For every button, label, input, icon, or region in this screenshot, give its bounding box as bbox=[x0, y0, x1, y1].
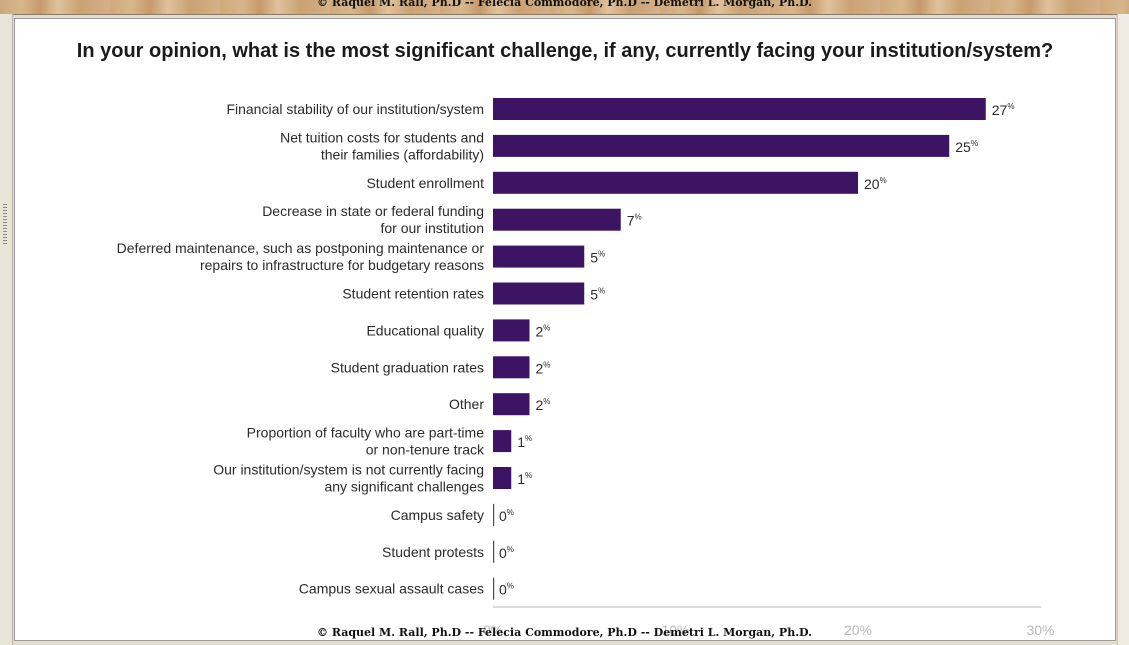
wood-banner bbox=[0, 0, 1129, 15]
value-label: 0% bbox=[499, 545, 514, 561]
bar bbox=[493, 134, 950, 157]
category-label: Financial stability of our institution/s… bbox=[226, 101, 484, 117]
chart-title: In your opinion, what is the most signif… bbox=[76, 40, 1054, 62]
resize-grip-icon[interactable] bbox=[3, 204, 7, 244]
x-tick-label: 10% bbox=[661, 622, 689, 638]
bar bbox=[493, 430, 512, 453]
category-label: Student graduation rates bbox=[331, 359, 484, 375]
category-label: Campus safety bbox=[391, 507, 484, 523]
category-label: Educational quality bbox=[366, 322, 484, 338]
header-copyright: © Raquel M. Rall, Ph.D -- Felecia Commod… bbox=[317, 0, 812, 9]
value-label: 20% bbox=[864, 176, 887, 192]
left-window-edge bbox=[0, 14, 13, 645]
bar bbox=[493, 356, 530, 379]
value-label: 5% bbox=[590, 287, 605, 303]
category-label: Student retention rates bbox=[342, 286, 484, 302]
value-label: 7% bbox=[627, 213, 642, 229]
x-tick-label: 20% bbox=[844, 622, 872, 638]
value-label: 0% bbox=[499, 508, 514, 524]
bar bbox=[493, 171, 858, 194]
value-label: 1% bbox=[517, 434, 532, 450]
category-label: Our institution/system is not currently … bbox=[213, 462, 484, 495]
x-tick-label: 0% bbox=[483, 622, 503, 638]
bar bbox=[493, 319, 530, 342]
value-label: 25% bbox=[955, 139, 978, 155]
category-label: Student protests bbox=[382, 544, 484, 560]
value-label: 0% bbox=[499, 582, 514, 598]
chart-panel bbox=[14, 18, 1116, 641]
value-label: 1% bbox=[517, 471, 532, 487]
category-label: Student enrollment bbox=[366, 175, 484, 191]
bar bbox=[493, 393, 530, 416]
bar-zero bbox=[493, 540, 495, 563]
bar bbox=[493, 467, 512, 489]
category-label: Proportion of faculty who are part-time o… bbox=[247, 425, 485, 458]
value-label: 2% bbox=[536, 397, 551, 413]
x-tick-label: 30% bbox=[1026, 622, 1054, 638]
category-label: Net tuition costs for students and their … bbox=[280, 129, 484, 162]
bar-zero bbox=[493, 577, 495, 600]
bar bbox=[493, 282, 585, 305]
bar bbox=[493, 98, 986, 120]
category-label: Decrease in state or federal funding for … bbox=[262, 203, 484, 236]
value-label: 2% bbox=[536, 323, 551, 339]
bar bbox=[493, 208, 621, 231]
category-label: Deferred maintenance, such as postponing… bbox=[117, 240, 485, 273]
category-label: Campus sexual assault cases bbox=[299, 581, 484, 597]
right-window-edge bbox=[1117, 14, 1129, 645]
value-label: 2% bbox=[536, 360, 551, 376]
bar-zero bbox=[493, 503, 495, 526]
value-label: 27% bbox=[992, 102, 1015, 118]
bar bbox=[493, 245, 585, 268]
footer-copyright: © Raquel M. Rall, Ph.D -- Felecia Commod… bbox=[317, 626, 812, 639]
category-label: Other bbox=[449, 396, 484, 412]
value-label: 5% bbox=[590, 250, 605, 266]
